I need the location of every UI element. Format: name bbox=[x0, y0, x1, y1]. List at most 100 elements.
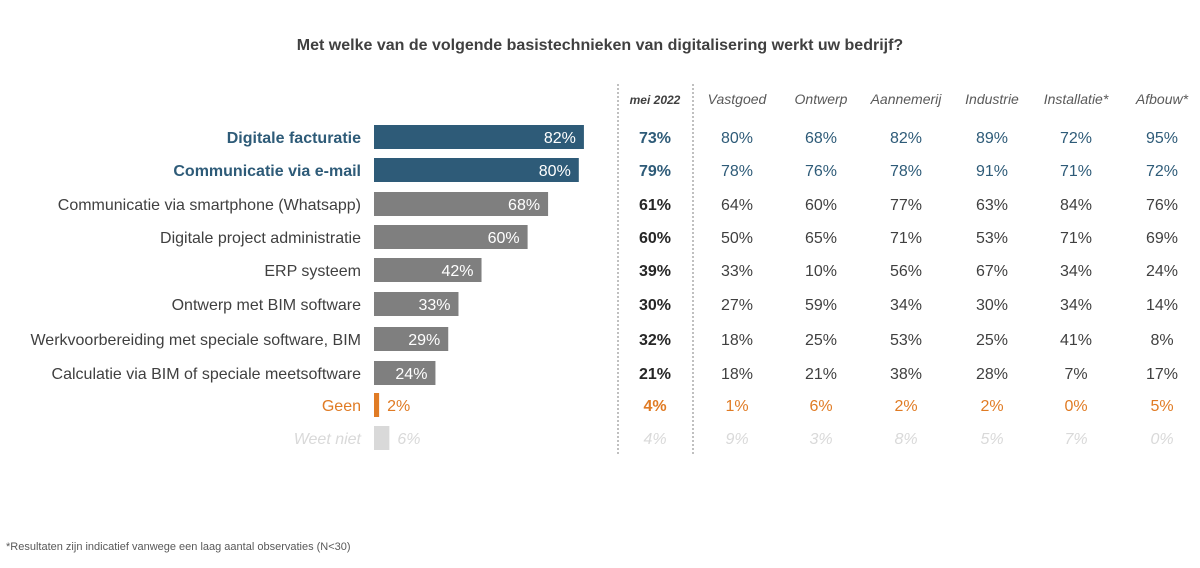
chart-title: Met welke van de volgende basistechnieke… bbox=[296, 37, 904, 54]
bar-value-label: 82% bbox=[544, 130, 576, 147]
table-cell: 1% bbox=[725, 398, 748, 415]
table-cell: 18% bbox=[721, 332, 753, 349]
table-cell: 78% bbox=[890, 163, 922, 180]
table-column-header: Installatie* bbox=[1044, 91, 1109, 107]
table-cell: 18% bbox=[721, 366, 753, 383]
table-cell: 71% bbox=[890, 230, 922, 247]
table-cell: 67% bbox=[976, 263, 1008, 280]
bar-value-label: 68% bbox=[508, 197, 540, 214]
bar-value-label: 24% bbox=[395, 366, 427, 383]
table-cell: 60% bbox=[639, 230, 671, 247]
table-cell: 9% bbox=[725, 431, 748, 448]
table-cell: 95% bbox=[1146, 130, 1178, 147]
table-cell: 65% bbox=[805, 230, 837, 247]
table-cell: 72% bbox=[1146, 163, 1178, 180]
table-cell: 21% bbox=[639, 366, 671, 383]
bar bbox=[374, 292, 459, 316]
table-cell: 4% bbox=[643, 398, 666, 415]
table-cell: 78% bbox=[721, 163, 753, 180]
table-cell: 6% bbox=[809, 398, 832, 415]
table-cell: 89% bbox=[976, 130, 1008, 147]
category-label: Werkvoorbereiding met speciale software,… bbox=[30, 332, 361, 349]
table-cell: 34% bbox=[1060, 263, 1092, 280]
bar-value-label: 80% bbox=[539, 163, 571, 180]
bar-value-label: 2% bbox=[387, 398, 410, 415]
category-label: ERP systeem bbox=[264, 263, 361, 280]
category-label: Communicatie via smartphone (Whatsapp) bbox=[58, 197, 361, 214]
table-cell: 50% bbox=[721, 230, 753, 247]
table-cell: 56% bbox=[890, 263, 922, 280]
table-cell: 24% bbox=[1146, 263, 1178, 280]
table-cell: 5% bbox=[1150, 398, 1173, 415]
bar bbox=[374, 158, 579, 182]
table-cell: 82% bbox=[890, 130, 922, 147]
category-label: Digitale facturatie bbox=[227, 130, 361, 147]
table-cell: 60% bbox=[805, 197, 837, 214]
bar-value-label: 29% bbox=[408, 332, 440, 349]
table-cell: 71% bbox=[1060, 230, 1092, 247]
bar-value-label: 6% bbox=[397, 431, 420, 448]
table-cell: 33% bbox=[721, 263, 753, 280]
table-cell: 80% bbox=[721, 130, 753, 147]
table-cell: 4% bbox=[643, 431, 666, 448]
table-column-header: Industrie bbox=[965, 91, 1019, 107]
table-cell: 34% bbox=[890, 297, 922, 314]
table-cell: 38% bbox=[890, 366, 922, 383]
table-cell: 77% bbox=[890, 197, 922, 214]
table-cell: 32% bbox=[639, 332, 671, 349]
table-cell: 7% bbox=[1064, 431, 1087, 448]
table-cell: 5% bbox=[980, 431, 1003, 448]
bar bbox=[374, 327, 449, 351]
category-label: Communicatie via e-mail bbox=[173, 163, 361, 180]
table-column-header: Aannemerij bbox=[870, 91, 943, 107]
bar bbox=[374, 225, 528, 249]
table-column-header: Ontwerp bbox=[795, 91, 848, 107]
table-cell: 2% bbox=[980, 398, 1003, 415]
table-cell: 64% bbox=[721, 197, 753, 214]
bar-value-label: 33% bbox=[418, 297, 450, 314]
table-cell: 76% bbox=[805, 163, 837, 180]
bar bbox=[374, 258, 482, 282]
table-cell: 61% bbox=[639, 197, 671, 214]
table-cell: 68% bbox=[805, 130, 837, 147]
table-cell: 84% bbox=[1060, 197, 1092, 214]
bar-value-label: 42% bbox=[441, 263, 473, 280]
table-cell: 2% bbox=[894, 398, 917, 415]
table-cell: 63% bbox=[976, 197, 1008, 214]
table-cell: 76% bbox=[1146, 197, 1178, 214]
table-column-header: Afbouw* bbox=[1135, 91, 1189, 107]
table-cell: 0% bbox=[1064, 398, 1087, 415]
table-cell: 73% bbox=[639, 130, 671, 147]
table-column-header: mei 2022 bbox=[630, 93, 681, 107]
bar bbox=[374, 426, 390, 450]
table-cell: 91% bbox=[976, 163, 1008, 180]
table-cell: 3% bbox=[809, 431, 832, 448]
category-label: Weet niet bbox=[294, 431, 362, 448]
category-label: Ontwerp met BIM software bbox=[172, 297, 361, 314]
table-cell: 8% bbox=[1150, 332, 1173, 349]
footnote: *Resultaten zijn indicatief vanwege een … bbox=[6, 541, 351, 553]
category-label: Calculatie via BIM of speciale meetsoftw… bbox=[52, 366, 362, 383]
table-cell: 30% bbox=[976, 297, 1008, 314]
table-cell: 69% bbox=[1146, 230, 1178, 247]
table-cell: 59% bbox=[805, 297, 837, 314]
table-cell: 25% bbox=[805, 332, 837, 349]
table-cell: 34% bbox=[1060, 297, 1092, 314]
table-cell: 21% bbox=[805, 366, 837, 383]
bar bbox=[374, 393, 380, 417]
table-cell: 27% bbox=[721, 297, 753, 314]
table-cell: 53% bbox=[976, 230, 1008, 247]
bar bbox=[374, 192, 549, 216]
table-cell: 71% bbox=[1060, 163, 1092, 180]
table-cell: 8% bbox=[894, 431, 917, 448]
table-cell: 25% bbox=[976, 332, 1008, 349]
table-cell: 0% bbox=[1150, 431, 1173, 448]
table-cell: 30% bbox=[639, 297, 671, 314]
table-cell: 14% bbox=[1146, 297, 1178, 314]
table-cell: 39% bbox=[639, 263, 671, 280]
table-cell: 7% bbox=[1064, 366, 1087, 383]
table-cell: 10% bbox=[805, 263, 837, 280]
table-cell: 41% bbox=[1060, 332, 1092, 349]
table-cell: 72% bbox=[1060, 130, 1092, 147]
